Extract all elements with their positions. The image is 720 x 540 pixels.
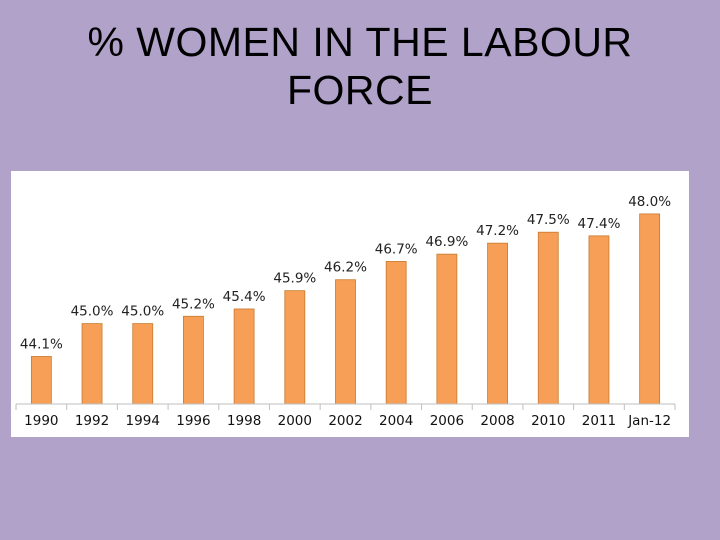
- data-label-2006: 46.9%: [425, 234, 468, 250]
- slide-title-line-1: % WOMEN IN THE LABOUR: [87, 19, 633, 65]
- bar-2010: [537, 231, 559, 405]
- data-label-1992: 45.0%: [71, 304, 114, 320]
- bar-1990: [30, 356, 52, 405]
- bar-1992: [81, 323, 103, 405]
- data-label-1990: 44.1%: [20, 336, 63, 352]
- x-tick-label-1990: 1990: [24, 413, 58, 429]
- data-label-1998: 45.4%: [223, 289, 266, 305]
- slide-title-line-2: FORCE: [287, 67, 433, 113]
- x-tick-label-2008: 2008: [480, 413, 514, 429]
- data-label-1994: 45.0%: [121, 304, 164, 320]
- chart-panel: 44.1% 45.0% 45.0% 45.2% 45.4% 45.9% 46.2% 46.7%…: [11, 171, 689, 437]
- bar-jan-12: [639, 213, 661, 405]
- bar-1996: [183, 315, 204, 405]
- bar-2011: [588, 235, 610, 405]
- x-tick-label-2000: 2000: [278, 413, 312, 429]
- data-label-2011: 47.4%: [578, 216, 621, 232]
- data-label-jan-12: 48.0%: [628, 194, 671, 210]
- bars-layer: [30, 213, 661, 405]
- bar-2008: [487, 242, 508, 405]
- bar-1994: [132, 323, 154, 405]
- x-tick-label-1994: 1994: [126, 413, 160, 429]
- x-tick-label-1998: 1998: [227, 413, 261, 429]
- bar-2002: [335, 279, 356, 405]
- data-label-2010: 47.5%: [527, 212, 570, 228]
- x-tick-label-2006: 2006: [430, 413, 464, 429]
- data-label-2008: 47.2%: [476, 223, 519, 239]
- x-tick-label-2011: 2011: [582, 413, 616, 429]
- x-axis: 1990 1992 1994 1996 1998 2000 2002 2004 2006 2008…: [15, 403, 676, 429]
- x-tick-label-2004: 2004: [379, 413, 413, 429]
- slide-title: % WOMEN IN THE LABOUR FORCE: [0, 18, 720, 114]
- data-label-2000: 45.9%: [273, 271, 316, 287]
- x-tick-label-1992: 1992: [75, 413, 109, 429]
- bar-1998: [233, 308, 255, 405]
- data-label-2002: 46.2%: [324, 260, 367, 276]
- x-tick-label-2010: 2010: [531, 413, 565, 429]
- data-label-1996: 45.2%: [172, 296, 215, 312]
- bar-chart: 44.1% 45.0% 45.0% 45.2% 45.4% 45.9% 46.2% 46.7%…: [15, 194, 676, 429]
- bar-2006: [436, 253, 458, 405]
- x-tick-label-2002: 2002: [328, 413, 362, 429]
- bar-2000: [284, 290, 306, 405]
- bar-2004: [385, 261, 407, 405]
- data-labels-layer: 44.1% 45.0% 45.0% 45.2% 45.4% 45.9% 46.2% 46.7%…: [20, 194, 671, 353]
- data-label-2004: 46.7%: [375, 241, 418, 257]
- x-tick-label-1996: 1996: [176, 413, 210, 429]
- x-tick-label-jan-12: Jan-12: [627, 413, 671, 429]
